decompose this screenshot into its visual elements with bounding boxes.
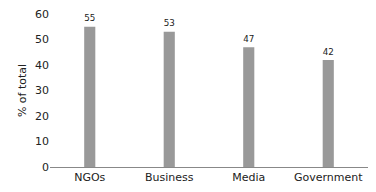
svg-text:Business: Business: [145, 171, 194, 184]
svg-text:42: 42: [323, 47, 334, 57]
svg-text:60: 60: [35, 8, 49, 21]
svg-text:30: 30: [35, 84, 49, 97]
svg-text:50: 50: [35, 33, 49, 46]
svg-text:Media: Media: [232, 171, 265, 184]
svg-text:47: 47: [243, 34, 254, 44]
svg-text:55: 55: [84, 13, 95, 23]
svg-text:53: 53: [164, 18, 175, 28]
svg-text:0: 0: [42, 161, 49, 174]
svg-text:Government: Government: [294, 171, 363, 184]
svg-text:20: 20: [35, 110, 49, 123]
svg-text:10: 10: [35, 135, 49, 148]
svg-text:NGOs: NGOs: [74, 171, 105, 184]
svg-text:% of total: % of total: [16, 64, 29, 117]
svg-text:40: 40: [35, 59, 49, 72]
